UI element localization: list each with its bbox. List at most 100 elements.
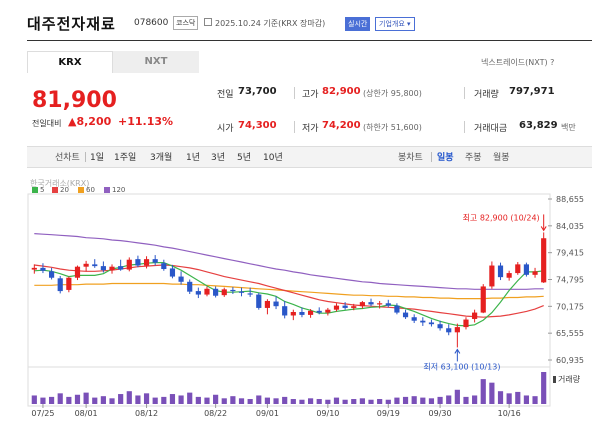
stat-divider [464,87,465,99]
ma20-line [34,264,544,318]
x-tick-label: 07/25 [31,409,54,418]
candle-body [368,302,374,305]
volume-bar [402,396,409,404]
candle-body [66,277,72,290]
volume-bar [480,379,486,404]
candle-body [187,281,193,292]
volume-bar [515,391,521,404]
market-badge: 코스닥 [173,16,199,30]
candle-body [31,267,37,270]
volume-axis-marker [553,376,556,383]
volume-bar [204,397,210,404]
daily-candle-button[interactable]: 일봉 [437,153,454,163]
low-value: 74,200 [322,120,361,131]
candle-body [446,328,452,333]
tab-nxt[interactable]: NXT [113,51,199,73]
y-tick-label: 84,035 [556,222,584,231]
stock-name: 대주전자재료 [27,15,116,33]
candle-body [420,320,426,323]
nextrade-link[interactable]: 넥스트레이드(NXT) ? [481,58,555,67]
period-5y[interactable]: 5년 [237,153,252,163]
candle-body [100,266,106,271]
candle-body [532,271,538,275]
volume-bar [446,395,452,404]
volume-value: 797,971 [509,86,555,97]
x-tick-label: 09/19 [377,409,400,418]
volume-bar [506,393,512,404]
period-3m[interactable]: 3개월 [150,153,173,163]
candle-body [351,306,357,308]
candle-body [178,276,184,282]
volume-bar [169,394,176,404]
volume-axis-label: 거래량 [558,374,581,384]
chart-watermark: 한국거래소(KRX) [30,179,90,188]
y-tick-label: 70,175 [556,302,584,311]
candle-body [92,264,98,267]
y-tick-label: 88,655 [556,195,584,204]
volume-bar [411,396,417,404]
volume-bar [420,397,426,404]
volume-bar [92,397,98,404]
candle-body [238,291,245,293]
candle-body [480,286,486,313]
candle-body [428,322,435,325]
candle-body [359,302,365,307]
candle-body [497,265,504,278]
legend-ma5: 5 [40,186,45,194]
volume-bar [74,394,81,404]
candle-body [221,289,227,296]
legend-ma60-swatch [78,187,84,193]
header: 대주전자재료 078600 코스닥 2025.10.24 기준(KRX 장마감)… [0,0,600,40]
period-1w[interactable]: 1주일 [114,153,137,163]
y-tick-label: 65,555 [556,329,584,338]
volume-bar [497,391,504,404]
candle-body [394,305,400,313]
candle-body [515,264,521,274]
prev-close-label: 전일 [217,90,234,100]
upper-limit: (상한가 95,800) [363,89,422,98]
volume-bar [299,399,305,404]
candle-body [230,289,236,292]
candle-body [256,294,262,308]
as-of-date: 2025.10.24 기준(KRX 장마감) [215,19,326,28]
volume-bar [152,397,158,404]
legend-ma20: 20 [60,186,69,194]
company-overview-dropdown[interactable]: 기업개요 ▾ [375,17,415,31]
candle-body [489,265,495,287]
period-3y[interactable]: 3년 [211,153,226,163]
ma60-line [34,282,544,300]
toolbar-divider [431,152,432,162]
high-label: 고가 [302,90,319,100]
candle-body [273,301,279,307]
amount-value: 63,829 [519,120,558,131]
volume-bar [48,396,55,404]
period-1d[interactable]: 1일 [90,153,105,163]
candle-body [213,288,219,296]
volume-bar [31,395,37,404]
period-10y[interactable]: 10년 [263,153,283,163]
tab-krx[interactable]: KRX [27,51,113,73]
candle-body [282,306,288,316]
candle-body [463,319,469,328]
candle-body [385,303,391,306]
x-tick-label: 08/12 [135,409,158,418]
period-1y[interactable]: 1년 [186,153,201,163]
candle-body [402,312,409,318]
x-tick-label: 09/30 [429,409,452,418]
period-line-chart[interactable]: 선차트 [55,153,80,163]
candle-body [118,266,124,270]
candle-body [523,264,530,275]
candle-body [48,271,55,278]
monthly-candle-button[interactable]: 월봉 [493,153,510,163]
candle-chart-button[interactable]: 봉차트 [398,153,423,163]
volume-bar [472,395,478,404]
candle-body [454,327,460,333]
volume-bar [161,396,167,404]
low-arrow-head [454,348,461,354]
realtime-button[interactable]: 실시간 [345,17,371,31]
candle-body [74,266,81,278]
weekly-candle-button[interactable]: 주봉 [465,153,482,163]
volume-bar [359,398,365,404]
volume-bar [126,391,132,404]
